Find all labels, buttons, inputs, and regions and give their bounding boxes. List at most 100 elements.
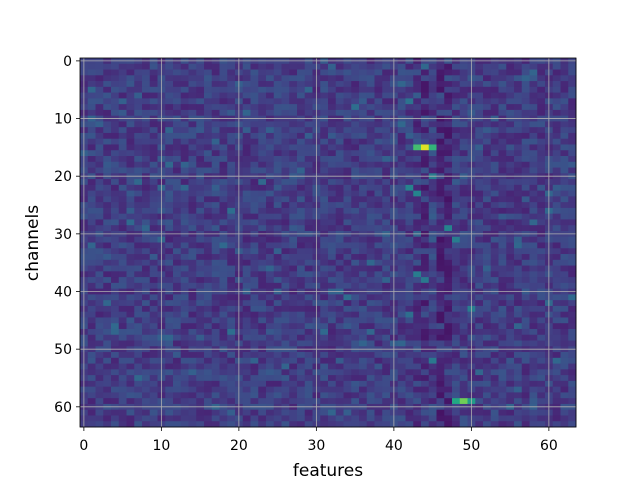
heatmap-cell <box>343 138 352 145</box>
heatmap-cell <box>328 300 337 307</box>
heatmap-cell <box>273 311 282 318</box>
heatmap-cell <box>211 357 220 364</box>
heatmap-cell <box>304 202 313 209</box>
heatmap-cell <box>95 138 104 145</box>
heatmap-cell <box>506 81 515 88</box>
heatmap-cell <box>444 363 453 370</box>
heatmap-cell <box>428 271 437 278</box>
heatmap-cell <box>95 409 104 416</box>
heatmap-cell <box>366 305 375 313</box>
heatmap-cell <box>436 127 445 134</box>
heatmap-cell <box>165 196 174 203</box>
heatmap-cell <box>436 386 445 393</box>
heatmap-cell <box>514 156 523 163</box>
heatmap-cell <box>126 300 135 307</box>
heatmap-cell <box>374 202 383 209</box>
heatmap-cell <box>498 127 507 134</box>
heatmap-cell <box>413 98 422 105</box>
heatmap-cell <box>483 357 492 364</box>
heatmap-cell <box>413 386 422 393</box>
heatmap-cell <box>382 380 391 388</box>
heatmap-cell <box>196 259 205 266</box>
heatmap-cell <box>490 352 499 359</box>
heatmap-cell <box>397 104 406 111</box>
heatmap-cell <box>343 311 352 318</box>
heatmap-cell <box>103 213 112 220</box>
heatmap-cell <box>529 69 538 76</box>
heatmap-cell <box>258 138 267 145</box>
heatmap-cell <box>397 386 406 393</box>
heatmap-cell <box>351 144 360 151</box>
heatmap-cell <box>374 334 383 341</box>
heatmap-cell <box>490 254 499 261</box>
heatmap-cell <box>436 375 445 382</box>
heatmap-cell <box>444 294 453 301</box>
heatmap-cell <box>188 277 197 284</box>
heatmap-cell <box>498 219 507 226</box>
heatmap-cell <box>328 242 337 249</box>
heatmap-cell <box>436 207 445 215</box>
heatmap-cell <box>328 363 337 370</box>
heatmap-cell <box>188 207 197 215</box>
heatmap-cell <box>227 150 236 157</box>
heatmap-cell <box>180 415 189 422</box>
heatmap-cell <box>173 265 182 272</box>
heatmap-cell <box>273 254 282 261</box>
heatmap-cell <box>328 271 337 278</box>
heatmap-cell <box>149 386 158 393</box>
heatmap-cell <box>568 207 577 215</box>
heatmap-cell <box>506 334 515 341</box>
heatmap-cell <box>142 98 151 105</box>
heatmap-cell <box>219 369 228 376</box>
heatmap-cell <box>421 357 430 364</box>
heatmap-cell <box>273 207 282 215</box>
heatmap-cell <box>421 363 430 370</box>
heatmap-cell <box>413 282 422 290</box>
heatmap-cell <box>328 63 337 70</box>
heatmap-cell <box>374 132 383 140</box>
heatmap-cell <box>444 219 453 226</box>
heatmap-cell <box>250 104 259 111</box>
heatmap-cell <box>529 369 538 376</box>
heatmap-cell <box>483 86 492 93</box>
heatmap-cell <box>483 294 492 301</box>
heatmap-cell <box>111 294 120 301</box>
heatmap-cell <box>351 81 360 88</box>
heatmap-cell <box>320 75 329 82</box>
heatmap-cell <box>560 127 569 134</box>
heatmap-cell <box>428 415 437 422</box>
heatmap-cell <box>87 254 96 261</box>
heatmap-cell <box>374 271 383 278</box>
heatmap-cell <box>227 340 236 347</box>
heatmap-cell <box>537 248 546 255</box>
heatmap-cell <box>211 179 220 186</box>
heatmap-cell <box>374 225 383 232</box>
heatmap-cell <box>219 375 228 382</box>
heatmap-cell <box>552 236 561 243</box>
heatmap-cell <box>304 323 313 330</box>
heatmap-cell <box>219 294 228 301</box>
heatmap-cell <box>568 242 577 249</box>
heatmap-cell <box>568 144 577 151</box>
heatmap-cell <box>568 86 577 93</box>
heatmap-cell <box>343 196 352 203</box>
heatmap-cell <box>413 317 422 324</box>
heatmap-cell <box>343 415 352 422</box>
heatmap-cell <box>459 259 468 266</box>
heatmap-cell <box>297 138 306 145</box>
heatmap-cell <box>397 334 406 341</box>
heatmap-cell <box>351 184 360 192</box>
heatmap-cell <box>490 219 499 226</box>
heatmap-cell <box>211 161 220 168</box>
heatmap-cell <box>514 421 523 428</box>
heatmap-cell <box>103 109 112 117</box>
heatmap-cell <box>444 202 453 209</box>
heatmap-cell <box>289 179 298 186</box>
heatmap-cell <box>436 323 445 330</box>
heatmap-cell <box>289 271 298 278</box>
heatmap-cell <box>483 219 492 226</box>
y-tick-label: 20 <box>54 169 72 185</box>
heatmap-cell <box>258 277 267 284</box>
heatmap-cell <box>165 202 174 209</box>
heatmap-cell <box>428 92 437 99</box>
